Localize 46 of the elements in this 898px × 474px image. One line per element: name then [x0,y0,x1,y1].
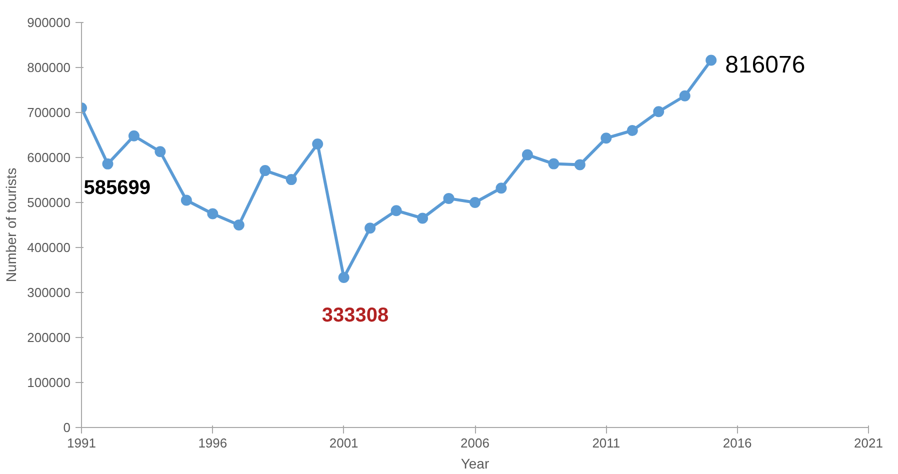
y-tick-label: 100000 [27,375,71,390]
point [496,182,507,194]
x-axis-title: Year [460,456,490,472]
point [207,208,218,220]
point [286,174,297,186]
x-tick-label: 2011 [592,436,620,450]
point [233,220,244,230]
point [417,212,428,224]
y-tick-label: 0 [63,420,71,435]
point [470,197,480,208]
y-tick-label: 700000 [27,105,71,120]
y-tick-label: 300000 [27,285,71,300]
point [102,158,114,170]
x-tick-label: 2001 [329,436,358,450]
point [706,54,717,66]
x-tick-label: 2016 [722,436,752,450]
point [443,192,454,204]
y-tick-label: 900000 [27,15,71,30]
annotation: 585699 [84,176,150,199]
annotation: 816076 [725,51,806,78]
point [626,125,638,136]
x-tick-label: 2006 [460,436,490,450]
point [574,159,586,170]
y-tick-label: 400000 [27,240,71,255]
point [522,149,533,160]
y-tick-label: 600000 [27,150,71,165]
y-tick-label: 200000 [27,330,71,345]
point [390,205,402,216]
y-axis-title: Number of tourists [3,168,20,282]
point [364,222,376,234]
point [600,132,612,144]
y-tick-label: 800000 [27,60,71,75]
x-tick-label: 1996 [198,436,228,450]
x-tick-label: 1991 [67,436,96,450]
point [260,165,271,176]
point [180,194,192,206]
point [548,158,560,170]
point [653,106,664,118]
point [679,90,690,102]
point [154,146,166,158]
x-tick-label: 2021 [854,436,883,450]
point [128,130,140,142]
annotation: 333308 [322,304,389,327]
point [312,138,324,150]
y-tick-label: 500000 [27,195,71,210]
point [338,272,350,283]
